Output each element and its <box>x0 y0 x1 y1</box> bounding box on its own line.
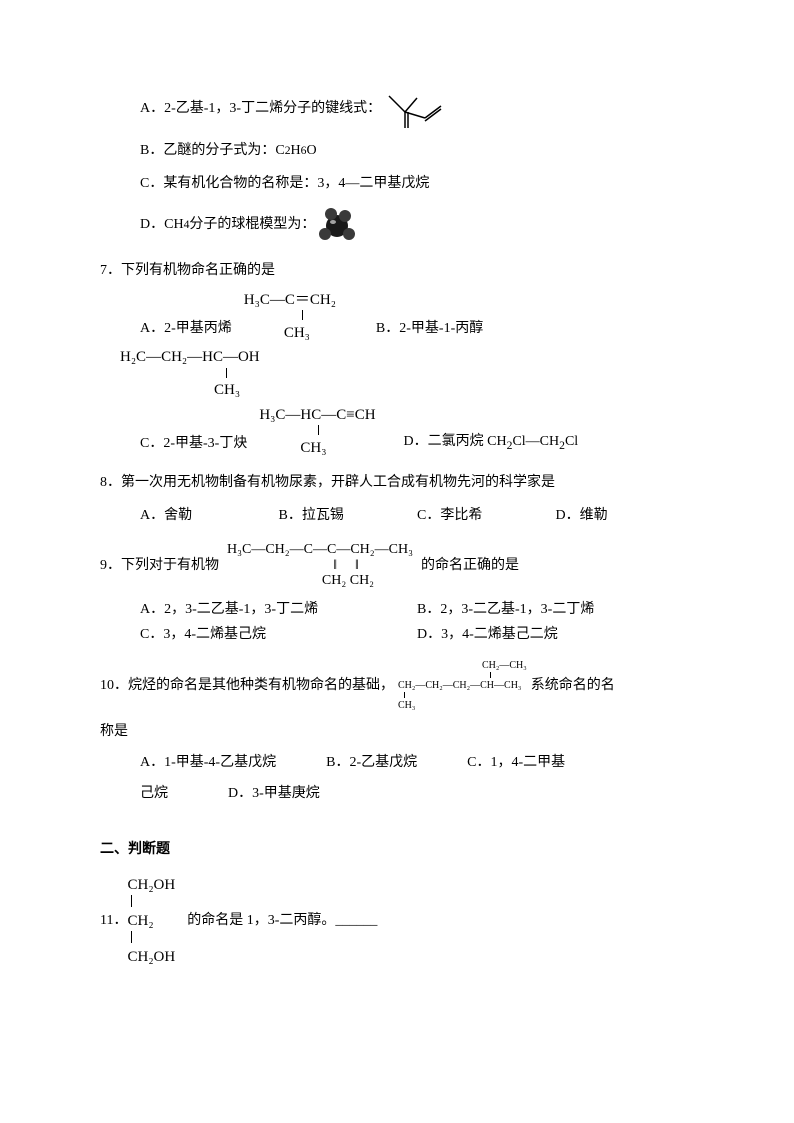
q6-optC-text: C．某有机化合物的名称是：3，4—二甲基戊烷 <box>140 171 429 196</box>
q10-optD: D．3-甲基庚烷 <box>228 781 320 806</box>
q10-optA: A．1-甲基-4-乙基戊烷 <box>140 750 276 775</box>
q11-l3: CH₂OH <box>127 949 175 965</box>
q6-optD: D．CH4分子的球棍模型为： <box>140 204 694 244</box>
q10-line2: 称是 <box>100 719 694 744</box>
q10-opts: A．1-甲基-4-乙基戊烷 B．2-乙基戊烷 C．1，4-二甲基 <box>140 750 694 775</box>
q7-optD-mid1: Cl—CH <box>512 434 559 449</box>
q7-structC: H₃C—HC—C≡CH CH₃ <box>259 407 375 457</box>
q9-row2: C．3，4-二烯基己烷 D．3，4-二烯基己二烷 <box>140 622 694 647</box>
q10-stem-post: 系统命名的名 <box>531 673 615 698</box>
q6-optA-text: A．2-乙基-1，3-丁二烯分子的键线式： <box>140 96 381 121</box>
q8-options: A．舍勒 B．拉瓦锡 C．李比希 D．维勒 <box>140 503 694 528</box>
q10-optC: C．1，4-二甲基 <box>467 750 565 775</box>
q11-l1: CH₂OH <box>127 877 175 893</box>
ball-stick-icon <box>315 204 359 244</box>
bond-icon <box>490 672 491 678</box>
q9-struct-top: H₃C—CH₂—C—C—CH₂—CH₃ <box>227 542 413 557</box>
q7-structB-bot: CH₃ <box>214 382 240 398</box>
q10-stem: 10．烷烃的命名是其他种类有机物命名的基础， CH₂—CH₃ CH₂—CH₂—C… <box>100 661 694 711</box>
q6-optC: C．某有机化合物的名称是：3，4—二甲基戊烷 <box>140 171 694 196</box>
q6-optA: A．2-乙基-1，3-丁二烯分子的键线式： <box>140 88 694 130</box>
q7-structA-top: H₃C—C＝CH₂ <box>244 292 336 308</box>
q11: 11． CH₂OH CH₂ CH₂OH 的命名是 1，3-二丙醇。______ <box>100 876 694 966</box>
q11-struct: CH₂OH CH₂ CH₂OH <box>127 876 175 966</box>
q6-optB-post: O <box>306 138 316 163</box>
q7-optD: D．二氯丙烷 CH2Cl—CH2Cl <box>404 429 579 456</box>
bond-icon <box>318 425 319 435</box>
q11-l2: CH₂ <box>127 913 153 929</box>
q7-optD-post: Cl <box>565 434 578 449</box>
q7-structB: H₂C—CH₂—HC—OH CH₃ <box>120 349 260 399</box>
q11-num: 11． <box>100 908 127 933</box>
q7-stem-text: 7．下列有机物命名正确的是 <box>100 258 275 283</box>
q11-text: 的命名是 1，3-二丙醇。______ <box>187 908 377 933</box>
q6-optD-post: 分子的球棍模型为： <box>189 212 315 237</box>
q8-stem-text: 8．第一次用无机物制备有机物尿素，开辟人工合成有机物先河的科学家是 <box>100 470 555 495</box>
q10-line2-text: 称是 <box>100 719 128 744</box>
bond-icon <box>131 931 132 943</box>
q8-optC: C．李比希 <box>417 503 556 528</box>
section2-head: 二、判断题 <box>100 837 694 862</box>
bond-icon <box>226 368 227 378</box>
q9-optA: A．2，3-二乙基-1，3-丁二烯 <box>140 597 417 622</box>
bond-icon <box>404 692 405 698</box>
q8-optA: A．舍勒 <box>140 503 279 528</box>
q10-struct-top: CH₂—CH₃ <box>482 660 527 671</box>
q10-struct: CH₂—CH₃ CH₂—CH₂—CH₂—CH—CH₃ CH₃ <box>398 661 527 711</box>
q7-row2: C．2-甲基-3-丁炔 H₃C—HC—C≡CH CH₃ D．二氯丙烷 CH2Cl… <box>140 407 694 457</box>
q9-optB: B．2，3-二乙基-1，3-二丁烯 <box>417 597 694 622</box>
q6-optB-mid: H <box>291 138 301 163</box>
q10-optB: B．2-乙基戊烷 <box>326 750 417 775</box>
bond-icon <box>302 310 303 320</box>
q9-stem: 9．下列对于有机物 H₃C—CH₂—C—C—CH₂—CH₃ ‖‖ CH₂ CH₂… <box>100 542 694 588</box>
q7-structA-bot: CH₃ <box>284 325 310 341</box>
q7-structA: H₃C—C＝CH₂ CH₃ <box>244 292 336 342</box>
q10-line3a: 己烷 <box>140 781 168 806</box>
q10-struct-main: CH₂—CH₂—CH₂—CH—CH₃ <box>398 680 521 691</box>
q6-optB: B．乙醚的分子式为：C2H6O <box>140 138 694 163</box>
q7-optD-pre: D．二氯丙烷 CH <box>404 434 507 449</box>
q9-struct-bot: CH₂ CH₂ <box>322 573 374 588</box>
q7-optA-label: A．2-甲基丙烯 <box>140 316 232 341</box>
q6-optD-pre: D．CH <box>140 212 184 237</box>
q7-structB-line: H₂C—CH₂—HC—OH CH₃ <box>120 349 694 399</box>
q9-stem-post: 的命名正确的是 <box>421 553 519 578</box>
q9-optC: C．3，4-二烯基己烷 <box>140 622 417 647</box>
q9-row1: A．2，3-二乙基-1，3-丁二烯 B．2，3-二乙基-1，3-二丁烯 <box>140 597 694 622</box>
q10-stem-pre: 10．烷烃的命名是其他种类有机物命名的基础， <box>100 673 394 698</box>
q9-struct: H₃C—CH₂—C—C—CH₂—CH₃ ‖‖ CH₂ CH₂ <box>227 542 413 588</box>
bondline-diene-icon <box>381 88 451 130</box>
q7-optB-label: B．2-甲基-1-丙醇 <box>376 316 483 341</box>
q9-optD: D．3，4-二烯基己二烷 <box>417 622 694 647</box>
q7-stem: 7．下列有机物命名正确的是 <box>100 258 694 283</box>
q7-structC-bot: CH₃ <box>300 440 326 456</box>
q8-optB: B．拉瓦锡 <box>279 503 418 528</box>
q9-stem-pre: 9．下列对于有机物 <box>100 553 219 578</box>
q7-optC-label: C．2-甲基-3-丁炔 <box>140 431 247 456</box>
dbond-icon: ‖‖ <box>333 558 377 573</box>
bond-icon <box>131 895 132 907</box>
q8-optD: D．维勒 <box>556 503 695 528</box>
q7-structB-top: H₂C—CH₂—HC—OH <box>120 349 260 365</box>
q6-optB-pre: B．乙醚的分子式为：C <box>140 138 285 163</box>
q8-stem: 8．第一次用无机物制备有机物尿素，开辟人工合成有机物先河的科学家是 <box>100 470 694 495</box>
page-content: A．2-乙基-1，3-丁二烯分子的键线式： B．乙醚的分子式为：C2H6O C．… <box>0 0 794 1034</box>
q7-row1: A．2-甲基丙烯 H₃C—C＝CH₂ CH₃ B．2-甲基-1-丙醇 <box>140 292 694 342</box>
q10-struct-left: CH₃ <box>398 700 415 711</box>
q10-opts2: 己烷 D．3-甲基庚烷 <box>140 781 694 806</box>
q7-structC-top: H₃C—HC—C≡CH <box>259 407 375 423</box>
